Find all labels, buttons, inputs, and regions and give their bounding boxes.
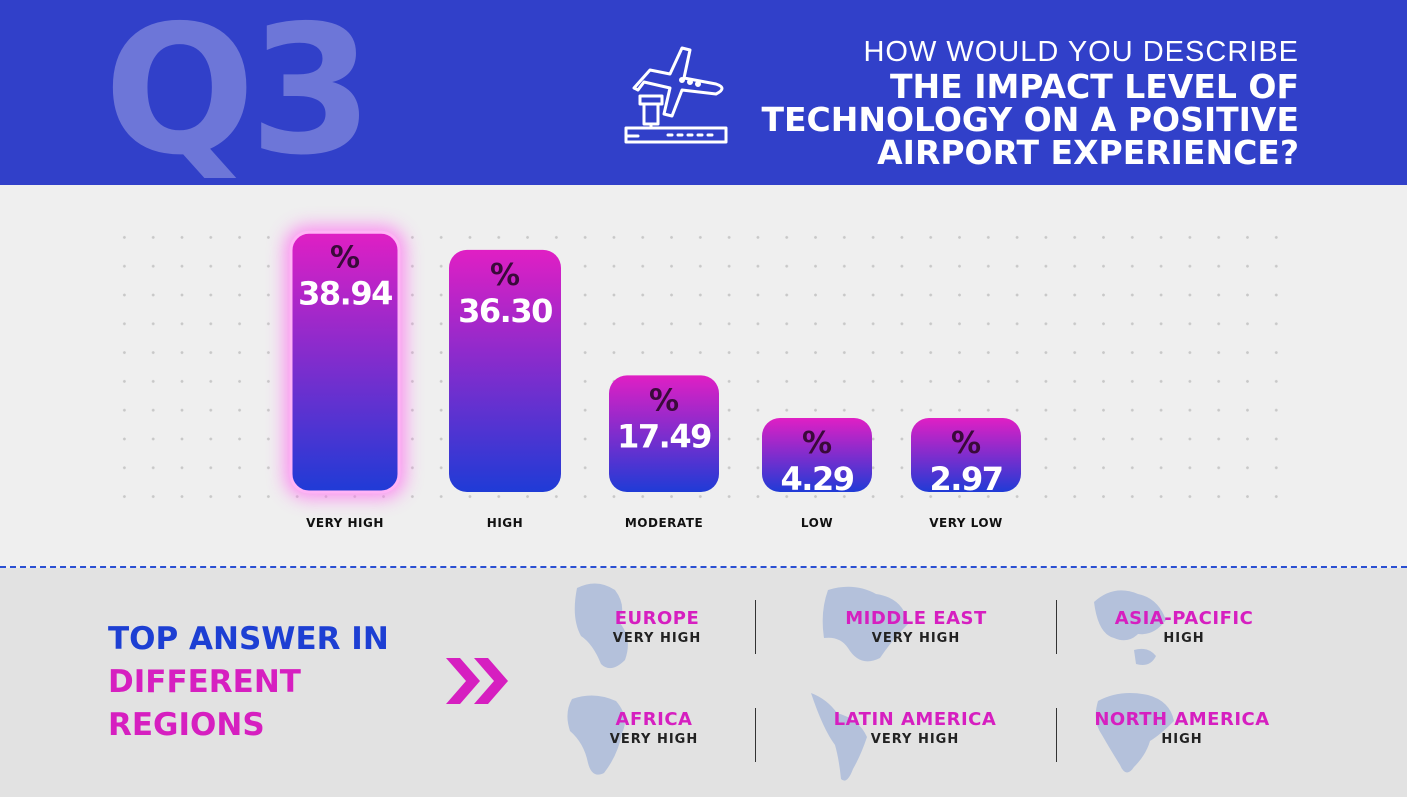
middle-east-map-icon — [822, 586, 908, 662]
bar — [911, 418, 1021, 492]
region-name: EUROPE — [614, 608, 700, 629]
bar-value-label: 36.30 — [458, 292, 552, 330]
question-title: THE IMPACT LEVEL OF TECHNOLOGY ON A POSI… — [761, 70, 1299, 169]
region-separator — [755, 600, 756, 654]
section-divider — [0, 566, 1407, 568]
category-label: HIGH — [487, 516, 523, 530]
region-answer: HIGH — [1161, 732, 1203, 747]
north-america-map-icon — [1095, 693, 1174, 773]
question-title-line: THE IMPACT LEVEL OF — [890, 67, 1299, 106]
region-answer: VERY HIGH — [870, 732, 960, 747]
bar-percent-symbol: % — [490, 258, 520, 293]
region-name: NORTH AMERICA — [1094, 709, 1270, 730]
region-middle-east: MIDDLE EAST VERY HIGH — [816, 586, 1016, 662]
region-name: MIDDLE EAST — [845, 608, 987, 629]
region-separator — [1056, 600, 1057, 654]
region-name: AFRICA — [615, 709, 693, 730]
region-north-america: NORTH AMERICA HIGH — [1082, 693, 1282, 773]
bar-value-label: 17.49 — [617, 417, 711, 455]
region-latin-america: LATIN AMERICA VERY HIGH — [811, 693, 1015, 781]
bar-chart-area: % 38.94 VERY HIGH% 36.30 HIGH% 17.49 MODERATE%… — [0, 185, 1407, 568]
asia-pacific-map-icon — [1094, 590, 1166, 665]
region-separator — [1056, 708, 1057, 762]
region-europe: EUROPE VERY HIGH — [557, 583, 757, 669]
question-number-badge: Q3 — [104, 0, 373, 185]
category-label: MODERATE — [625, 516, 703, 530]
bar-percent-symbol: % — [649, 383, 679, 418]
latin-america-map-icon — [811, 693, 867, 781]
bar-value-label: 38.94 — [298, 274, 392, 312]
bar-percent-symbol: % — [951, 426, 981, 461]
europe-map-icon — [574, 583, 628, 669]
region-answer: VERY HIGH — [612, 631, 702, 646]
bar — [289, 230, 401, 494]
airplane-airport-icon — [624, 46, 728, 144]
regions-heading-line: TOP ANSWER IN — [108, 621, 389, 657]
header-banner: Q3 HOW WOULD YOU DESCRIBE THE IMPACT LEV… — [0, 0, 1407, 185]
category-label: LOW — [801, 516, 833, 530]
double-chevron-right-icon — [446, 658, 508, 704]
category-label: VERY LOW — [929, 516, 1003, 530]
region-answer: VERY HIGH — [871, 631, 961, 646]
bar-value-label: 2.97 — [930, 460, 1003, 498]
region-name: ASIA-PACIFIC — [1114, 608, 1254, 629]
bar — [609, 375, 719, 492]
question-title-line: AIRPORT EXPERIENCE? — [877, 133, 1299, 172]
question-title-line: TECHNOLOGY ON A POSITIVE — [761, 100, 1299, 139]
bar-value-label: 4.29 — [781, 460, 854, 498]
regions-section: TOP ANSWER IN DIFFERENT REGIONS EUROPE V… — [0, 568, 1407, 797]
region-asia-pacific: ASIA-PACIFIC HIGH — [1084, 590, 1284, 665]
bar-percent-symbol: % — [330, 240, 360, 275]
region-answer: VERY HIGH — [609, 732, 699, 747]
region-name: LATIN AMERICA — [833, 709, 997, 730]
bar — [762, 418, 872, 492]
region-africa: AFRICA VERY HIGH — [554, 695, 754, 775]
bar-percent-symbol: % — [802, 426, 832, 461]
region-answer: HIGH — [1163, 631, 1205, 646]
regions-heading-line: DIFFERENT — [108, 664, 301, 700]
region-separator — [755, 708, 756, 762]
regions-heading-line: REGIONS — [108, 707, 265, 743]
regions-heading: TOP ANSWER IN DIFFERENT REGIONS — [108, 618, 389, 747]
africa-map-icon — [567, 695, 625, 775]
category-label: VERY HIGH — [306, 516, 384, 530]
question-intro: HOW WOULD YOU DESCRIBE — [863, 36, 1299, 68]
bar — [449, 249, 561, 492]
